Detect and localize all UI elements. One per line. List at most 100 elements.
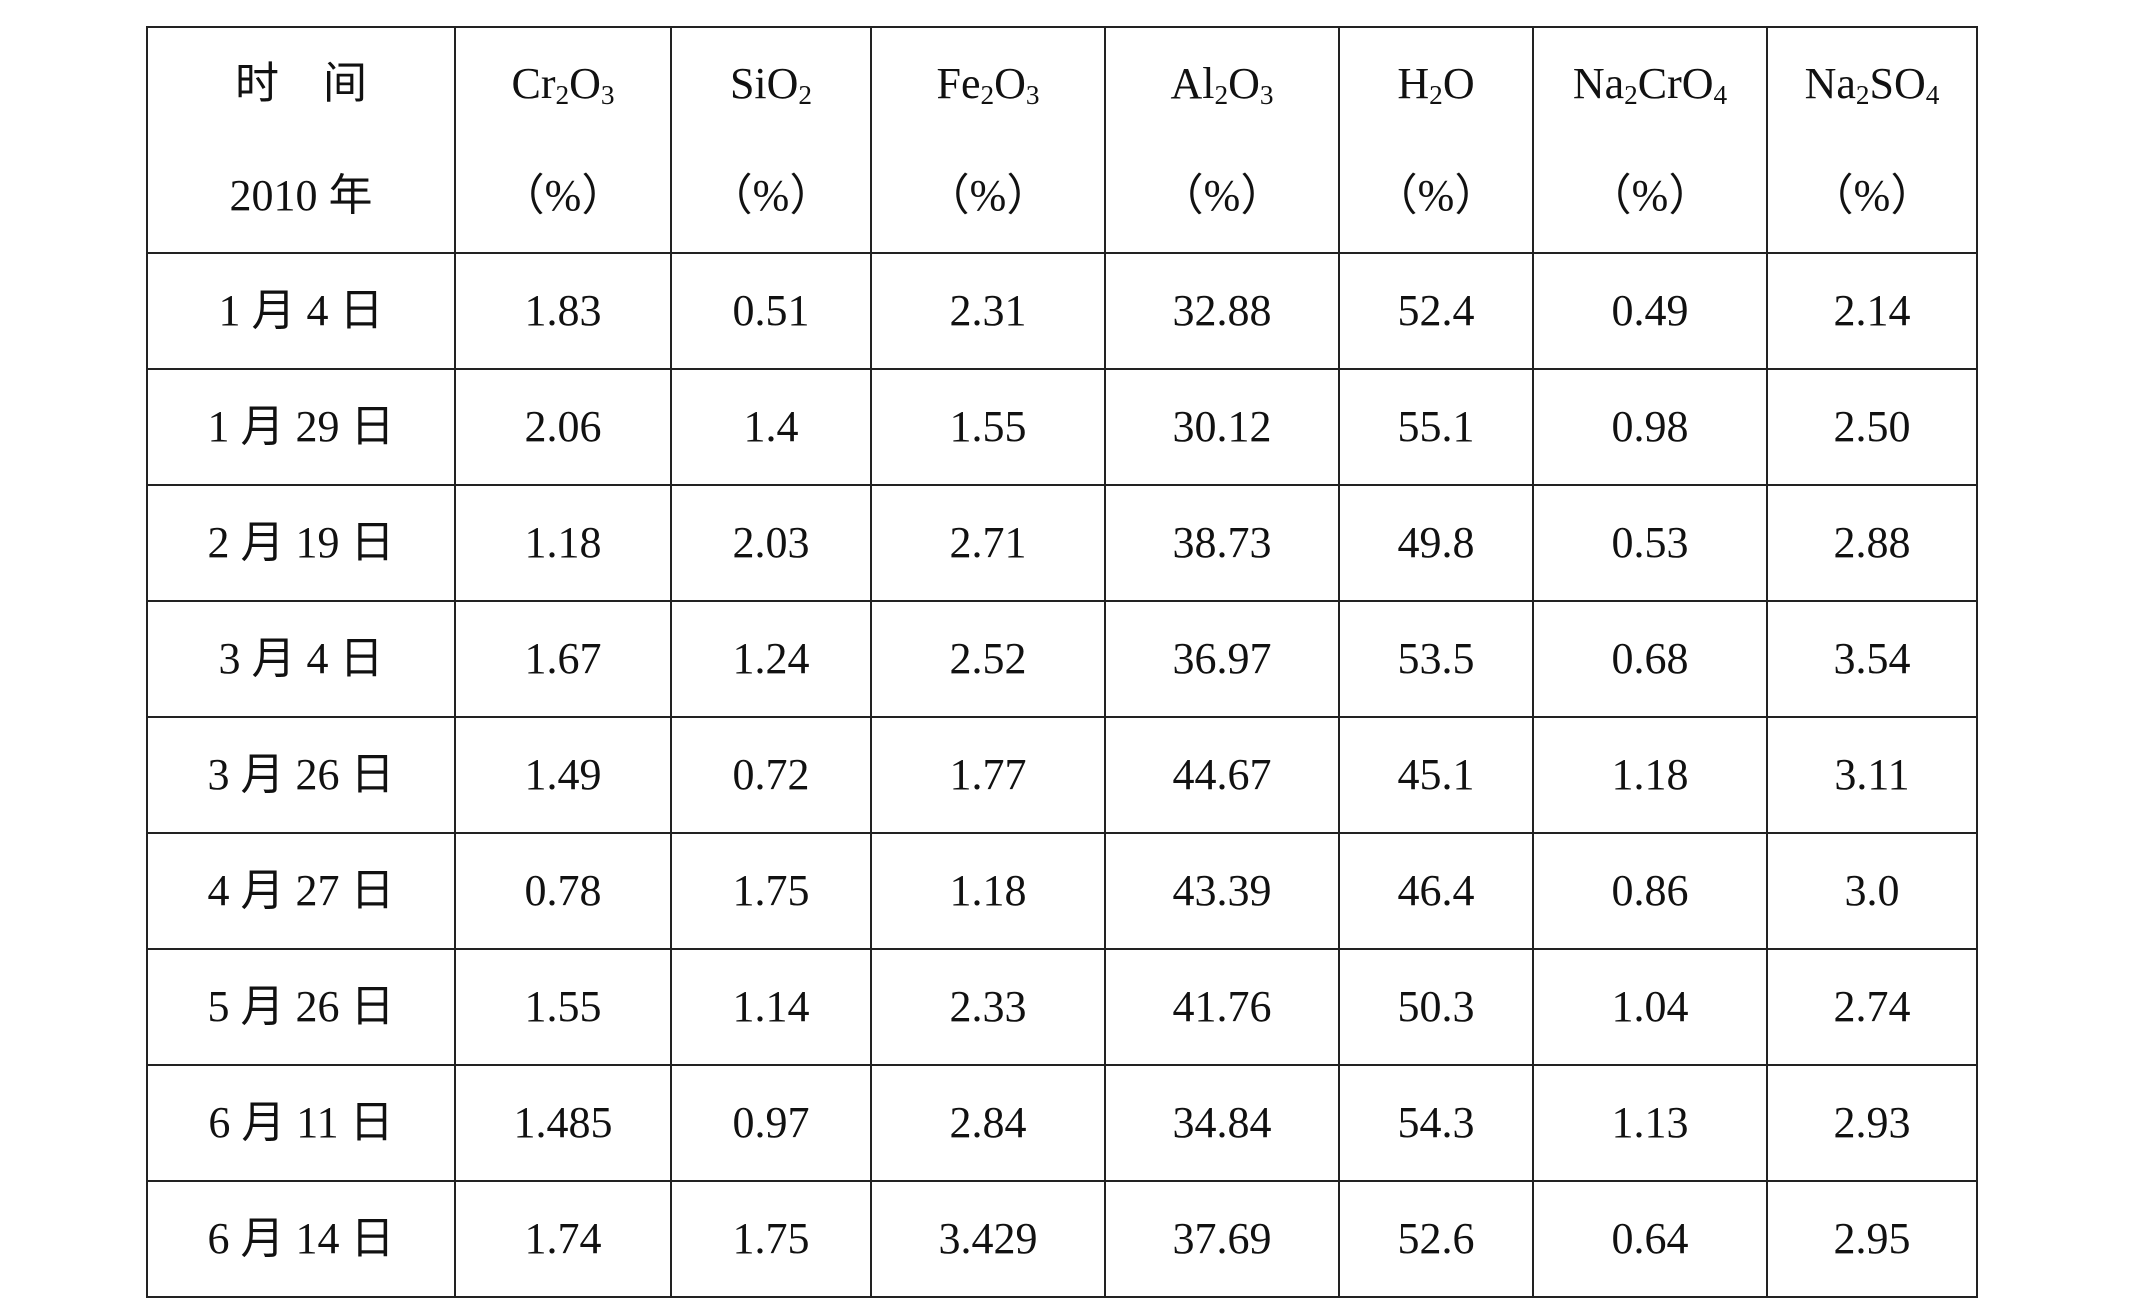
header-na2so4-cell: Na2SO4 （%） [1766, 26, 1978, 254]
header-time-cell: 时 间 2010 年 [146, 26, 456, 254]
header-unit: （%） [500, 171, 626, 220]
header-sio2-cell: SiO2 （%） [670, 26, 872, 254]
na2cro4-cell: 0.64 [1532, 1180, 1768, 1298]
header-formula: Al2O3 [1170, 59, 1274, 110]
date-cell: 6 月 14 日 [146, 1180, 456, 1298]
h2o-cell: 49.8 [1338, 484, 1534, 602]
date-cell: 4 月 27 日 [146, 832, 456, 950]
header-row: 时 间 2010 年 Cr2O3 （%） SiO2 （%） Fe2O3 （%） … [146, 26, 1978, 254]
cr2o3-cell: 1.485 [454, 1064, 672, 1182]
sio2-cell: 0.97 [670, 1064, 872, 1182]
sio2-cell: 1.75 [670, 1180, 872, 1298]
table-row: 2 月 19 日 1.18 2.03 2.71 38.73 49.8 0.53 … [146, 484, 1978, 602]
header-al2o3-cell: Al2O3 （%） [1104, 26, 1340, 254]
fe2o3-cell: 1.55 [870, 368, 1106, 486]
h2o-cell: 55.1 [1338, 368, 1534, 486]
date-cell: 1 月 4 日 [146, 252, 456, 370]
h2o-cell: 46.4 [1338, 832, 1534, 950]
header-unit: （%） [708, 171, 834, 220]
h2o-cell: 54.3 [1338, 1064, 1534, 1182]
header-cr2o3-cell: Cr2O3 （%） [454, 26, 672, 254]
na2so4-cell: 2.50 [1766, 368, 1978, 486]
table-row: 6 月 14 日 1.74 1.75 3.429 37.69 52.6 0.64… [146, 1180, 1978, 1298]
sio2-cell: 1.4 [670, 368, 872, 486]
fe2o3-cell: 2.33 [870, 948, 1106, 1066]
header-formula: H2O [1397, 59, 1475, 110]
header-unit: （%） [1373, 171, 1499, 220]
table-row: 6 月 11 日 1.485 0.97 2.84 34.84 54.3 1.13… [146, 1064, 1978, 1182]
cr2o3-cell: 1.49 [454, 716, 672, 834]
header-formula: Na2CrO4 [1572, 59, 1728, 110]
fe2o3-cell: 1.77 [870, 716, 1106, 834]
na2cro4-cell: 0.53 [1532, 484, 1768, 602]
sio2-cell: 2.03 [670, 484, 872, 602]
date-cell: 5 月 26 日 [146, 948, 456, 1066]
date-cell: 3 月 26 日 [146, 716, 456, 834]
h2o-cell: 52.4 [1338, 252, 1534, 370]
header-formula: Fe2O3 [936, 59, 1040, 110]
na2so4-cell: 3.11 [1766, 716, 1978, 834]
fe2o3-cell: 2.52 [870, 600, 1106, 718]
cr2o3-cell: 1.74 [454, 1180, 672, 1298]
fe2o3-cell: 3.429 [870, 1180, 1106, 1298]
cr2o3-cell: 0.78 [454, 832, 672, 950]
al2o3-cell: 36.97 [1104, 600, 1340, 718]
cr2o3-cell: 1.67 [454, 600, 672, 718]
table-row: 1 月 4 日 1.83 0.51 2.31 32.88 52.4 0.49 2… [146, 252, 1978, 370]
al2o3-cell: 30.12 [1104, 368, 1340, 486]
cr2o3-cell: 1.83 [454, 252, 672, 370]
composition-table: 时 间 2010 年 Cr2O3 （%） SiO2 （%） Fe2O3 （%） … [146, 26, 1978, 1298]
date-cell: 2 月 19 日 [146, 484, 456, 602]
na2so4-cell: 2.88 [1766, 484, 1978, 602]
table-row: 4 月 27 日 0.78 1.75 1.18 43.39 46.4 0.86 … [146, 832, 1978, 950]
al2o3-cell: 38.73 [1104, 484, 1340, 602]
header-unit: （%） [1587, 171, 1713, 220]
fe2o3-cell: 2.71 [870, 484, 1106, 602]
na2so4-cell: 2.14 [1766, 252, 1978, 370]
header-formula: Na2SO4 [1804, 59, 1940, 110]
h2o-cell: 45.1 [1338, 716, 1534, 834]
header-year-label: 2010 年 [229, 171, 373, 220]
al2o3-cell: 43.39 [1104, 832, 1340, 950]
al2o3-cell: 44.67 [1104, 716, 1340, 834]
header-na2cro4-cell: Na2CrO4 （%） [1532, 26, 1768, 254]
fe2o3-cell: 2.31 [870, 252, 1106, 370]
na2cro4-cell: 0.98 [1532, 368, 1768, 486]
na2cro4-cell: 1.13 [1532, 1064, 1768, 1182]
na2so4-cell: 2.93 [1766, 1064, 1978, 1182]
table-row: 3 月 4 日 1.67 1.24 2.52 36.97 53.5 0.68 3… [146, 600, 1978, 718]
header-formula: Cr2O3 [511, 59, 615, 110]
date-cell: 6 月 11 日 [146, 1064, 456, 1182]
header-unit: （%） [1159, 171, 1285, 220]
na2so4-cell: 3.54 [1766, 600, 1978, 718]
sio2-cell: 1.75 [670, 832, 872, 950]
na2so4-cell: 2.74 [1766, 948, 1978, 1066]
al2o3-cell: 32.88 [1104, 252, 1340, 370]
na2so4-cell: 3.0 [1766, 832, 1978, 950]
cr2o3-cell: 1.18 [454, 484, 672, 602]
sio2-cell: 1.14 [670, 948, 872, 1066]
al2o3-cell: 37.69 [1104, 1180, 1340, 1298]
sio2-cell: 0.51 [670, 252, 872, 370]
header-fe2o3-cell: Fe2O3 （%） [870, 26, 1106, 254]
na2so4-cell: 2.95 [1766, 1180, 1978, 1298]
header-time-label: 时 间 [235, 59, 367, 108]
date-cell: 1 月 29 日 [146, 368, 456, 486]
sio2-cell: 1.24 [670, 600, 872, 718]
table-row: 3 月 26 日 1.49 0.72 1.77 44.67 45.1 1.18 … [146, 716, 1978, 834]
h2o-cell: 50.3 [1338, 948, 1534, 1066]
header-unit: （%） [1809, 171, 1935, 220]
cr2o3-cell: 1.55 [454, 948, 672, 1066]
h2o-cell: 52.6 [1338, 1180, 1534, 1298]
cr2o3-cell: 2.06 [454, 368, 672, 486]
sio2-cell: 0.72 [670, 716, 872, 834]
na2cro4-cell: 1.18 [1532, 716, 1768, 834]
h2o-cell: 53.5 [1338, 600, 1534, 718]
na2cro4-cell: 1.04 [1532, 948, 1768, 1066]
table-row: 5 月 26 日 1.55 1.14 2.33 41.76 50.3 1.04 … [146, 948, 1978, 1066]
na2cro4-cell: 0.49 [1532, 252, 1768, 370]
na2cro4-cell: 0.86 [1532, 832, 1768, 950]
fe2o3-cell: 1.18 [870, 832, 1106, 950]
fe2o3-cell: 2.84 [870, 1064, 1106, 1182]
al2o3-cell: 34.84 [1104, 1064, 1340, 1182]
